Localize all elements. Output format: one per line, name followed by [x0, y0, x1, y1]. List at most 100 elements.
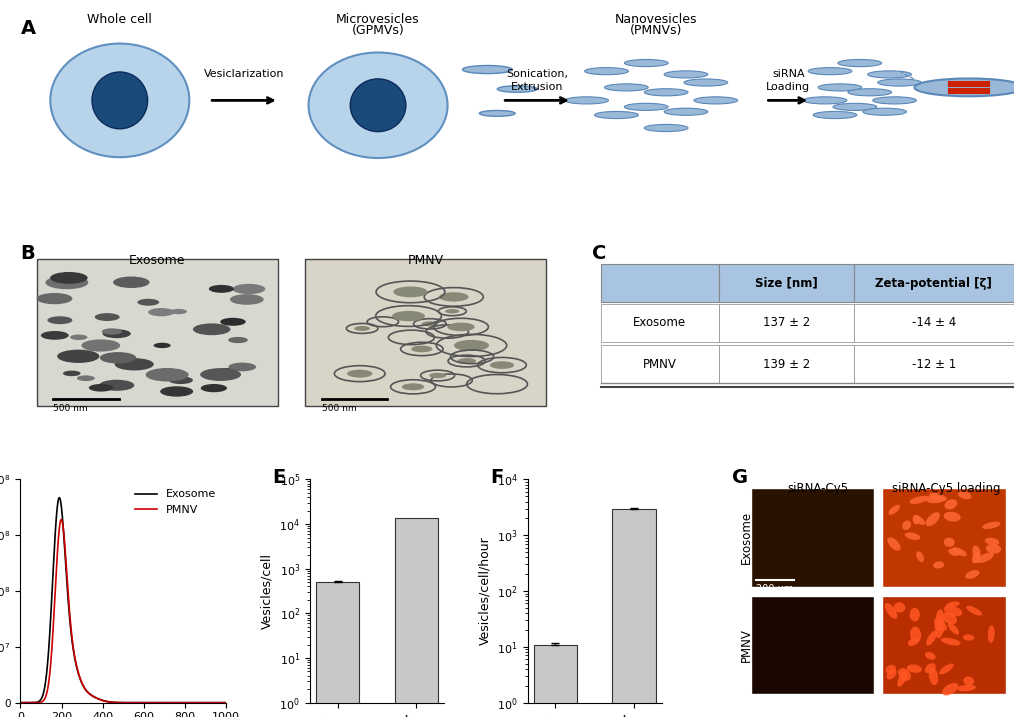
Text: 139 ± 2: 139 ± 2 — [763, 358, 810, 371]
Circle shape — [95, 313, 120, 321]
Circle shape — [458, 358, 476, 364]
Text: siRNA-Cy5: siRNA-Cy5 — [787, 482, 848, 495]
Circle shape — [872, 97, 916, 104]
Text: Microvesicles: Microvesicles — [336, 13, 420, 26]
Circle shape — [47, 316, 73, 324]
Circle shape — [228, 363, 256, 371]
Circle shape — [201, 384, 227, 392]
Bar — [883, 596, 1006, 694]
Ellipse shape — [916, 551, 924, 562]
Ellipse shape — [986, 544, 1001, 554]
PMNV — [109, 698, 121, 707]
Text: siRNA-Cy5 loading: siRNA-Cy5 loading — [892, 482, 1000, 495]
Circle shape — [463, 65, 512, 74]
Circle shape — [429, 373, 446, 378]
Exosome — [14, 698, 27, 707]
Bar — [719, 304, 854, 342]
Circle shape — [393, 287, 428, 298]
PMNV — [55, 516, 68, 524]
Circle shape — [833, 103, 877, 110]
Circle shape — [878, 79, 922, 86]
Ellipse shape — [988, 625, 994, 643]
Circle shape — [160, 386, 194, 397]
Bar — [394, 518, 438, 717]
Ellipse shape — [887, 669, 897, 680]
Text: Exosome: Exosome — [740, 511, 753, 564]
Ellipse shape — [929, 668, 938, 685]
Bar — [534, 645, 577, 717]
Bar — [751, 488, 874, 587]
Circle shape — [100, 352, 136, 364]
Circle shape — [220, 318, 246, 326]
Text: PMNV: PMNV — [643, 358, 677, 371]
Circle shape — [70, 335, 87, 340]
Ellipse shape — [909, 496, 929, 504]
Circle shape — [89, 384, 113, 391]
Ellipse shape — [944, 538, 954, 547]
Circle shape — [489, 361, 514, 369]
Exosome — [53, 493, 66, 502]
Text: 500 nm: 500 nm — [322, 404, 356, 413]
Text: Loading: Loading — [766, 82, 810, 92]
Ellipse shape — [909, 608, 920, 622]
Text: Sonication,: Sonication, — [506, 70, 568, 80]
Circle shape — [228, 337, 248, 343]
Circle shape — [154, 343, 171, 348]
Circle shape — [209, 285, 233, 293]
Circle shape — [50, 272, 88, 284]
Y-axis label: Vesicles/cell/hour: Vesicles/cell/hour — [478, 536, 492, 645]
Ellipse shape — [926, 630, 937, 645]
Ellipse shape — [934, 623, 947, 632]
Ellipse shape — [935, 621, 944, 638]
Circle shape — [81, 339, 120, 351]
Circle shape — [115, 358, 154, 371]
Text: siRNA: siRNA — [772, 70, 805, 80]
Circle shape — [813, 111, 857, 118]
Circle shape — [625, 60, 668, 67]
Bar — [854, 265, 1014, 302]
Circle shape — [644, 89, 688, 96]
Text: Size [nm]: Size [nm] — [755, 277, 817, 290]
Ellipse shape — [934, 617, 945, 629]
Circle shape — [57, 350, 99, 363]
Ellipse shape — [966, 606, 982, 616]
Circle shape — [604, 84, 648, 91]
Text: -12 ± 1: -12 ± 1 — [911, 358, 955, 371]
Text: Zeta-potential [ζ]: Zeta-potential [ζ] — [876, 277, 992, 290]
Ellipse shape — [889, 505, 900, 515]
Ellipse shape — [976, 553, 994, 563]
Circle shape — [412, 346, 432, 352]
Ellipse shape — [939, 663, 953, 675]
Ellipse shape — [350, 79, 406, 132]
Circle shape — [392, 311, 425, 321]
Ellipse shape — [944, 512, 961, 521]
Circle shape — [439, 293, 469, 302]
Circle shape — [665, 71, 708, 78]
Exosome — [115, 698, 127, 707]
Circle shape — [41, 331, 69, 340]
Bar — [601, 346, 719, 384]
Ellipse shape — [913, 515, 926, 525]
Circle shape — [216, 368, 238, 375]
Legend: Exosome, PMNV: Exosome, PMNV — [130, 485, 221, 519]
Text: Exosome: Exosome — [129, 254, 185, 267]
Bar — [719, 265, 854, 302]
Circle shape — [665, 108, 708, 115]
Ellipse shape — [308, 52, 447, 158]
Text: -14 ± 4: -14 ± 4 — [911, 316, 955, 329]
Circle shape — [454, 340, 489, 351]
Bar — [305, 259, 546, 406]
Circle shape — [808, 67, 852, 75]
Ellipse shape — [941, 637, 961, 645]
Circle shape — [145, 368, 188, 381]
Ellipse shape — [942, 683, 958, 695]
Ellipse shape — [952, 547, 967, 556]
Ellipse shape — [948, 549, 959, 556]
Circle shape — [148, 308, 174, 316]
Circle shape — [803, 97, 847, 104]
Ellipse shape — [906, 665, 922, 673]
Text: F: F — [490, 468, 503, 488]
Ellipse shape — [886, 665, 896, 674]
Ellipse shape — [894, 602, 905, 613]
Circle shape — [914, 78, 1024, 96]
